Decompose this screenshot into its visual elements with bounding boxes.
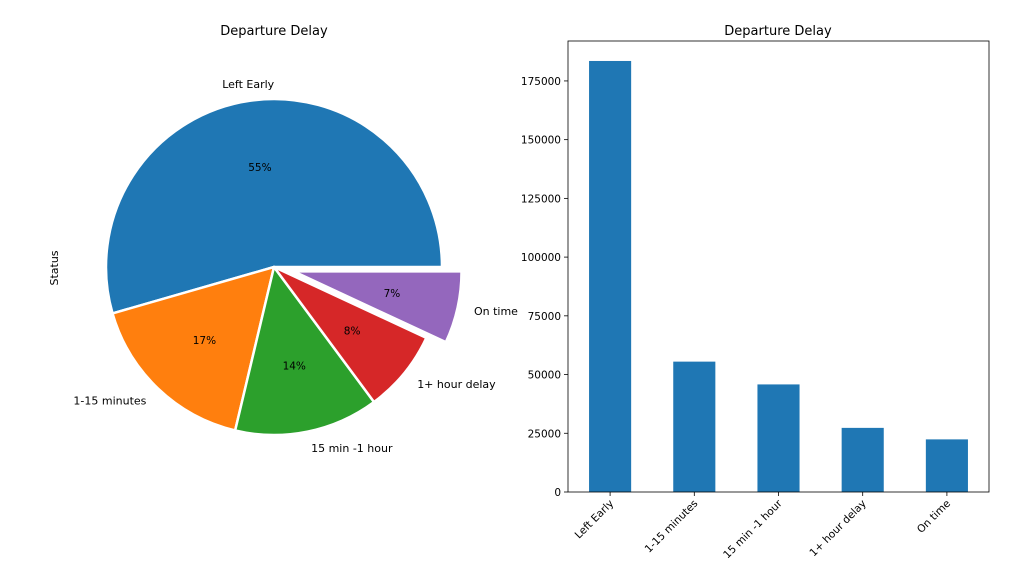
pie-ylabel: Status <box>48 250 61 285</box>
x-tick-label-15-min-1-hour: 15 min -1 hour <box>721 497 785 561</box>
pie-slice-left-early <box>104 97 444 315</box>
pie-pct-label-on-time: 7% <box>384 288 401 300</box>
x-tick-label-left-early: Left Early <box>573 498 617 542</box>
y-tick-label: 0 <box>554 487 561 499</box>
pie-slice-on-time <box>292 270 463 344</box>
y-tick-label: 125000 <box>521 193 561 205</box>
y-tick-label: 75000 <box>528 311 561 323</box>
x-tick-label-1-hour-delay: 1+ hour delay <box>807 498 868 559</box>
bar-axes-frame <box>567 40 990 493</box>
bar-on-time <box>925 439 968 492</box>
y-tick-label: 25000 <box>528 428 561 440</box>
pie-category-label-on-time: On time <box>474 305 518 318</box>
y-tick-label: 175000 <box>521 76 561 88</box>
pie-slice-1-hour-delay <box>272 265 428 404</box>
pie-slice-1-15-minutes <box>111 265 276 432</box>
pie-category-label-1-hour-delay: 1+ hour delay <box>417 378 496 391</box>
pie-pct-label-15-min-1-hour: 14% <box>283 361 306 373</box>
y-tick-label: 150000 <box>521 135 561 147</box>
bar-left-early <box>589 60 632 492</box>
pie-category-label-15-min-1-hour: 15 min -1 hour <box>311 442 393 455</box>
y-tick-label: 50000 <box>528 370 561 382</box>
bar-1-15-minutes <box>673 361 716 492</box>
pie-pct-label-1-hour-delay: 8% <box>344 326 361 338</box>
pie-chart: Departure Delay Status 55% Left Early 17% 1… <box>48 24 518 455</box>
y-tick-label: 100000 <box>521 252 561 264</box>
pie-category-label-left-early: Left Early <box>222 78 274 91</box>
pie-slice-15-min-1-hour <box>233 265 376 437</box>
bar-15-min-1-hour <box>757 384 800 492</box>
pie-pct-label-left-early: 55% <box>248 162 271 174</box>
pie-pct-label-1-15-minutes: 17% <box>193 335 216 347</box>
x-tick-label-1-15-minutes: 1-15 minutes <box>643 498 701 556</box>
x-tick-label-on-time: On time <box>915 498 953 536</box>
bar-1-hour-delay <box>841 427 884 492</box>
bar-chart: Departure Delay 0 25000 50000 75000 100000 12… <box>521 24 990 561</box>
bar-title: Departure Delay <box>724 24 832 39</box>
pie-title: Departure Delay <box>220 24 328 39</box>
pie-category-label-1-15-minutes: 1-15 minutes <box>73 395 146 408</box>
